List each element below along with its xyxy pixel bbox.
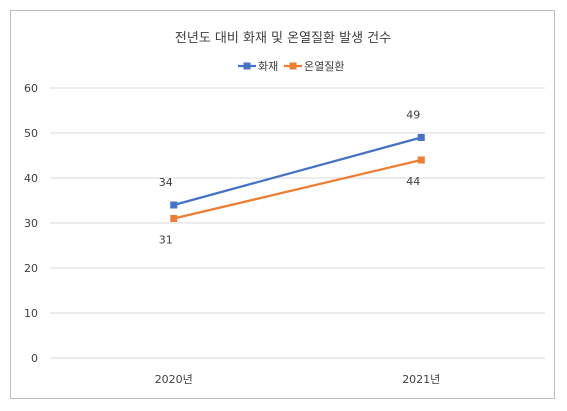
chart-title: 전년도 대비 화재 및 온열질환 발생 건수 [175,31,391,46]
x-axis-ticks: 2020년 2021년 [155,373,441,386]
data-label: 34 [159,176,173,189]
data-label: 44 [406,175,420,188]
y-tick-label: 30 [24,217,38,230]
y-tick-label: 40 [24,172,38,185]
x-tick-label: 2021년 [402,373,440,386]
data-point [170,201,178,209]
y-tick-label: 60 [24,82,38,95]
y-tick-label: 50 [24,127,38,140]
y-axis-ticks: 0 10 20 30 40 50 60 [24,82,38,365]
y-tick-label: 20 [24,262,38,275]
legend-label: 온열질환 [304,60,344,73]
chart-frame [10,10,555,399]
legend-label: 화재 [258,60,278,73]
data-label: 49 [406,109,420,122]
data-point [417,156,425,164]
x-tick-label: 2020년 [155,373,193,386]
data-point [170,215,178,222]
series-line-0 [173,136,422,207]
series-layer [170,134,425,222]
legend-marker [289,62,297,70]
series-line-1 [173,158,422,220]
legend-marker [243,62,251,70]
data-point [417,134,425,141]
data-label: 31 [159,234,173,247]
y-tick-label: 0 [31,352,38,365]
y-gridlines [50,87,545,359]
chart-legend: 화재 온열질환 [238,60,344,73]
data-labels: 34 49 31 44 [159,109,421,247]
y-tick-label: 10 [24,307,38,320]
